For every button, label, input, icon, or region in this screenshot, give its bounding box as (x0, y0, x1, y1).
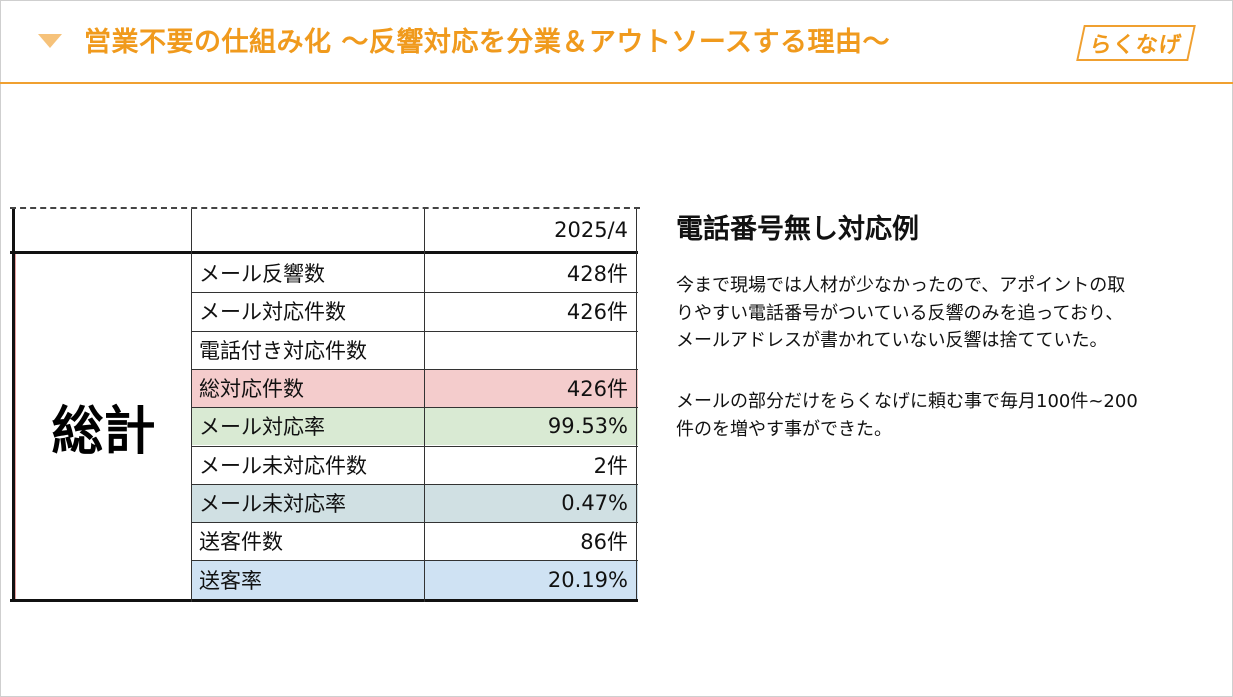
table-rule (191, 483, 638, 485)
table-rule (191, 560, 638, 562)
table-row-value: 426件 (424, 368, 638, 408)
table-row-value: 2件 (424, 445, 638, 484)
table-rule (191, 330, 638, 332)
table-edge-accent (15, 254, 16, 599)
table-row-label: メール未対応件数 (191, 445, 424, 484)
table-row-label: 電話付き対応件数 (191, 330, 424, 369)
table-row-label: 送客件数 (191, 522, 424, 561)
table-row-value: 99.53% (424, 407, 638, 446)
table-row-value: 20.19% (424, 560, 638, 599)
brand-logo-text: らくなげ (1088, 33, 1184, 58)
table-row-value: 428件 (424, 254, 638, 293)
table-rule (636, 209, 637, 599)
table-rule (10, 251, 638, 254)
table-row-value: 86件 (424, 522, 638, 561)
table-row-label: メール対応率 (191, 407, 424, 446)
slide-title: 営業不要の仕組み化 〜反響対応を分業＆アウトソースする理由〜 (84, 27, 891, 58)
stats-table: 2025/4 メール反響数 428件 メール対応件数 426件 電話付き対応件数 総対応件数… (10, 207, 640, 607)
table-row-label: メール未対応率 (191, 483, 424, 523)
description-line: 件のを増やす事ができた。 (676, 418, 892, 440)
table-row-label: メール反響数 (191, 254, 424, 293)
description-paragraph-1: 今まで現場では人材が少なかったので、アポイントの取 りやすい電話番号がついている… (676, 272, 1196, 355)
description-line: メールアドレスが書かれていない反響は捨てていた。 (676, 330, 1108, 351)
table-row-label: 総対応件数 (191, 368, 424, 408)
table-rule (191, 292, 638, 294)
table-row-value (424, 330, 638, 369)
table-row-label: メール対応件数 (191, 292, 424, 331)
table-row-value: 426件 (424, 292, 638, 331)
description-line: りやすい電話番号がついている反響のみを追っており、 (676, 302, 1124, 324)
table-rule (10, 598, 638, 602)
description-paragraph-2: メールの部分だけをらくなげに頼む事で毎月100件~200 件のを増やす事ができた… (676, 388, 1196, 443)
table-row-label: 送客率 (191, 560, 424, 599)
table-rule (191, 407, 638, 409)
table-rule (424, 209, 425, 602)
brand-logo: らくなげ (1076, 25, 1196, 61)
slide-header: 営業不要の仕組み化 〜反響対応を分業＆アウトソースする理由〜 らくなげ (0, 0, 1233, 84)
description-line: メールの部分だけをらくなげに頼む事で毎月100件~200 (676, 391, 1138, 412)
table-rule (12, 209, 15, 602)
table-row-value: 0.47% (424, 483, 638, 523)
table-rule (191, 522, 638, 524)
table-rule (191, 445, 638, 447)
group-label-cell: 総計 (51, 401, 156, 462)
table-rule (191, 368, 638, 370)
period-header-cell: 2025/4 (554, 218, 628, 242)
description-line: 今まで現場では人材が少なかったので、アポイントの取 (676, 275, 1126, 296)
example-title: 電話番号無し対応例 (676, 214, 919, 245)
triangle-down-icon (38, 34, 62, 48)
stats-table-grid: 2025/4 メール反響数 428件 メール対応件数 426件 電話付き対応件数 総対応件数… (10, 209, 640, 607)
table-rule (191, 209, 192, 602)
